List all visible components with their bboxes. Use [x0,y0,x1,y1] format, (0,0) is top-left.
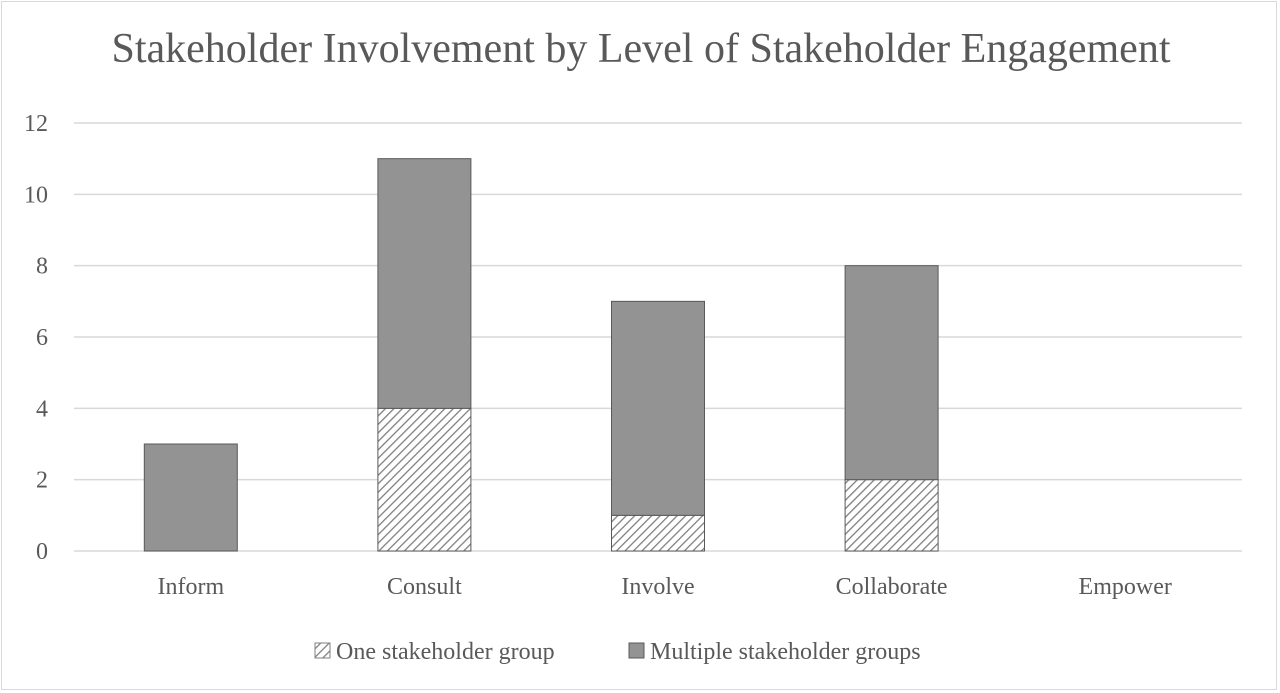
y-axis-tick-labels: 0 2 4 6 8 10 12 [24,111,48,565]
bars [143,158,939,552]
x-category-label-collaborate: Collaborate [836,574,948,600]
legend-swatch-multiple-stakeholder-groups [628,642,645,659]
bar-consult-one-stakeholder-group [377,407,472,552]
bar-involve-multiple-stakeholder-groups [611,300,705,516]
y-tick-label: 0 [36,539,48,565]
legend-label-multiple-stakeholder-groups: Multiple stakeholder groups [650,639,921,665]
bar-consult-multiple-stakeholder-groups [377,158,472,409]
y-tick-label: 4 [36,396,48,422]
y-tick-label: 10 [24,182,48,208]
bar-collaborate-multiple-stakeholder-groups [844,265,939,481]
chart-title: Stakeholder Involvement by Level of Stak… [111,26,1170,72]
x-category-label-consult: Consult [387,574,462,600]
legend-swatch-one-stakeholder-group [314,642,331,659]
y-tick-label: 2 [36,468,48,494]
bar-involve-one-stakeholder-group [611,514,705,552]
legend-label-one-stakeholder-group: One stakeholder group [336,639,555,665]
y-tick-label: 12 [24,111,48,137]
y-tick-label: 6 [36,325,48,351]
y-tick-label: 8 [36,254,48,280]
legend: One stakeholder group Multiple stakehold… [314,639,921,665]
bar-collaborate-one-stakeholder-group [844,479,939,552]
x-category-label-empower: Empower [1079,574,1172,600]
x-axis-category-labels: Inform Consult Involve Collaborate Empower [157,574,1171,600]
bar-inform-multiple-stakeholder-groups [143,443,238,552]
x-category-label-inform: Inform [157,574,224,600]
x-category-label-involve: Involve [621,574,694,600]
